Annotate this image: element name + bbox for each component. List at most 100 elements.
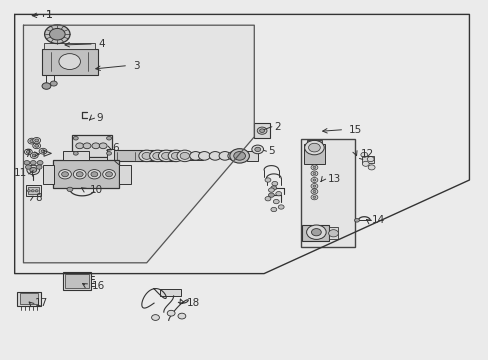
Polygon shape [23,25,254,263]
Circle shape [27,190,30,192]
Circle shape [35,190,38,192]
Circle shape [30,161,36,165]
Bar [306,140,321,144]
Circle shape [106,136,111,140]
Text: 16: 16 [92,281,105,291]
Text: 9: 9 [96,113,103,123]
Circle shape [161,152,171,159]
Bar [44,43,95,49]
Bar [41,49,98,75]
Circle shape [32,154,36,157]
Bar [119,165,131,184]
Text: 6: 6 [112,143,119,153]
Circle shape [360,152,367,157]
Bar [62,151,89,160]
Circle shape [328,230,338,237]
Circle shape [27,165,40,175]
Text: 15: 15 [348,125,362,135]
Circle shape [92,143,100,149]
Circle shape [275,192,281,196]
Circle shape [91,172,98,177]
Text: 17: 17 [35,298,48,308]
Circle shape [42,83,51,89]
Bar [303,144,325,164]
Bar [160,289,181,296]
Text: 7: 7 [23,149,30,159]
Circle shape [49,28,65,40]
Circle shape [106,152,111,155]
Circle shape [310,171,317,176]
Bar [72,135,112,157]
Text: 12: 12 [360,149,373,159]
Bar [254,123,269,138]
Circle shape [304,140,324,155]
Circle shape [88,170,101,179]
Circle shape [59,170,71,179]
Circle shape [271,181,277,186]
Circle shape [259,129,264,132]
Circle shape [310,165,317,170]
Circle shape [151,315,159,320]
Circle shape [257,127,266,134]
Circle shape [102,170,115,179]
Circle shape [306,225,325,239]
Circle shape [308,143,320,152]
Bar [300,139,354,247]
Circle shape [233,152,245,160]
Circle shape [28,138,36,144]
Text: 1: 1 [45,10,52,20]
Circle shape [50,81,57,86]
Circle shape [83,143,91,149]
Bar [43,165,54,184]
Circle shape [310,184,317,189]
Circle shape [366,157,373,162]
Polygon shape [44,150,51,156]
Circle shape [367,165,374,170]
Circle shape [227,152,239,160]
Circle shape [270,186,276,190]
Circle shape [30,167,37,172]
Circle shape [310,195,317,200]
Circle shape [24,161,30,165]
Bar [17,292,41,306]
Text: 11: 11 [14,168,27,178]
Circle shape [171,152,181,159]
Circle shape [264,178,270,182]
Circle shape [35,139,39,142]
Circle shape [209,152,221,160]
Circle shape [73,152,78,155]
Circle shape [254,147,260,152]
Circle shape [268,188,274,192]
Circle shape [44,25,70,44]
Circle shape [152,152,162,159]
Circle shape [33,138,41,143]
Circle shape [264,197,270,201]
Circle shape [35,144,39,147]
Text: 2: 2 [273,122,280,132]
Circle shape [362,161,368,166]
Circle shape [270,207,276,212]
Circle shape [73,136,78,140]
Circle shape [30,153,38,158]
Circle shape [354,219,359,222]
Circle shape [180,152,189,159]
Text: 4: 4 [99,39,105,49]
Circle shape [30,140,34,143]
Circle shape [59,54,80,69]
Circle shape [36,165,42,169]
Circle shape [178,313,185,319]
Circle shape [149,150,165,162]
Text: 10: 10 [89,185,102,195]
Circle shape [219,152,230,160]
Circle shape [251,145,263,154]
Circle shape [139,150,154,162]
Circle shape [268,193,274,197]
Circle shape [61,172,68,177]
Circle shape [168,150,183,162]
Circle shape [67,187,73,192]
Circle shape [33,143,41,149]
Circle shape [312,172,315,175]
Bar [328,227,338,239]
Bar [28,187,39,194]
Circle shape [73,170,86,179]
